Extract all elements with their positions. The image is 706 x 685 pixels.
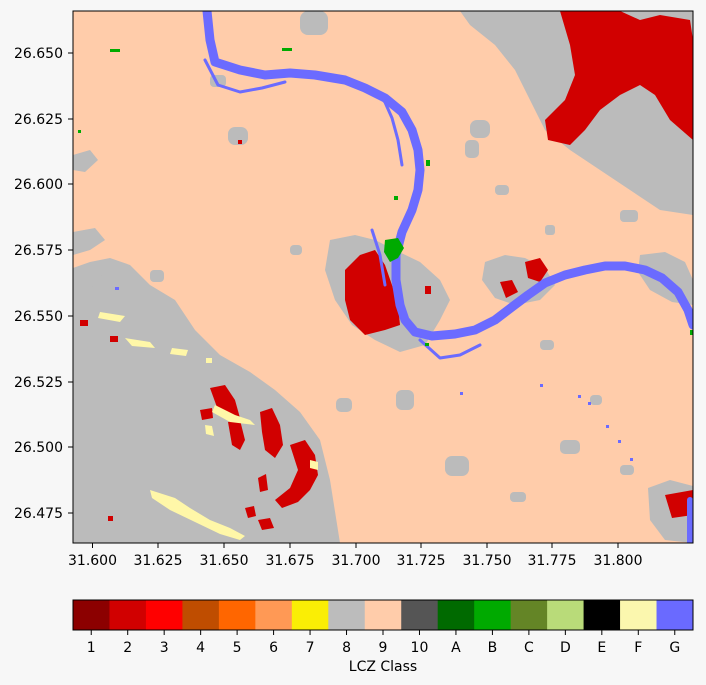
class-G-dots xyxy=(115,287,633,461)
class-B-areas xyxy=(78,48,693,346)
colorbar-swatch-1 xyxy=(73,600,110,630)
x-tick-label: 31.600 xyxy=(68,553,117,569)
class-G-water xyxy=(202,11,693,543)
colorbar-tick-label: E xyxy=(597,640,606,656)
colorbar-swatch-G xyxy=(656,600,694,630)
colorbar-tick-label: A xyxy=(451,640,461,656)
colorbar-tick-label: 9 xyxy=(379,640,388,656)
x-tick-label: 31.650 xyxy=(200,553,249,569)
map-y-axis: 26.650 26.625 26.600 26.575 26.550 26.525 26.5… xyxy=(14,46,73,522)
x-tick-label: 31.725 xyxy=(397,553,446,569)
colorbar-frame xyxy=(72,599,694,631)
colorbar-tick-label: 4 xyxy=(196,640,205,656)
colorbar-swatch-2 xyxy=(109,600,147,630)
colorbar-tick-label: 3 xyxy=(160,640,169,656)
colorbar-tick-label: C xyxy=(524,640,534,656)
colorbar-swatch-9 xyxy=(364,600,402,630)
x-tick-label: 31.675 xyxy=(266,553,315,569)
x-tick-label: 31.625 xyxy=(134,553,183,569)
x-tick-label: 31.775 xyxy=(528,553,577,569)
colorbar-tick-label: F xyxy=(634,640,642,656)
colorbar-swatch-3 xyxy=(145,600,183,630)
colorbar-tick-label: 5 xyxy=(233,640,242,656)
colorbar-swatch-F xyxy=(620,600,658,630)
colorbar-swatch-10 xyxy=(401,600,439,630)
colorbar-swatch-7 xyxy=(291,600,329,630)
colorbar-tick-label: D xyxy=(560,640,571,656)
colorbar-swatch-D xyxy=(547,600,585,630)
colorbar-swatch-B xyxy=(474,600,512,630)
map-raster xyxy=(73,11,693,543)
class-2-areas xyxy=(80,11,693,530)
y-tick-label: 26.575 xyxy=(14,243,63,259)
x-tick-label: 31.800 xyxy=(594,553,643,569)
y-tick-label: 26.475 xyxy=(14,506,63,522)
class-F-areas xyxy=(98,312,318,540)
colorbar-tick-label: 7 xyxy=(306,640,315,656)
y-tick-label: 26.600 xyxy=(14,177,63,193)
y-tick-label: 26.550 xyxy=(14,309,63,325)
colorbar-swatch-8 xyxy=(328,600,366,630)
y-tick-label: 26.500 xyxy=(14,440,63,456)
y-tick-label: 26.650 xyxy=(14,46,63,62)
colorbar-swatch-A xyxy=(437,600,475,630)
map-x-axis: 31.600 31.625 31.650 31.675 31.700 31.725 31.7… xyxy=(68,543,643,569)
colorbar-tick-label: 1 xyxy=(87,640,96,656)
map-frame xyxy=(72,10,694,544)
x-tick-label: 31.750 xyxy=(463,553,512,569)
colorbar-tick-label: B xyxy=(488,640,498,656)
y-tick-label: 26.625 xyxy=(14,112,63,128)
colorbar-swatch-C xyxy=(510,600,548,630)
colorbar: 1 2 3 4 5 6 7 8 9 10 A B C D E F G xyxy=(72,599,694,656)
colorbar-swatch-4 xyxy=(182,600,220,630)
colorbar-label: LCZ Class xyxy=(349,659,417,675)
colorbar-tick-label: 6 xyxy=(269,640,278,656)
colorbar-swatch-E xyxy=(583,600,621,630)
y-tick-label: 26.525 xyxy=(14,375,63,391)
colorbar-tick-label: 8 xyxy=(342,640,351,656)
colorbar-swatch-6 xyxy=(255,600,293,630)
x-tick-label: 31.700 xyxy=(332,553,381,569)
colorbar-tick-label: 10 xyxy=(411,640,429,656)
colorbar-tick-label: 2 xyxy=(123,640,132,656)
colorbar-tick-label: G xyxy=(669,640,680,656)
colorbar-swatch-5 xyxy=(218,600,256,630)
